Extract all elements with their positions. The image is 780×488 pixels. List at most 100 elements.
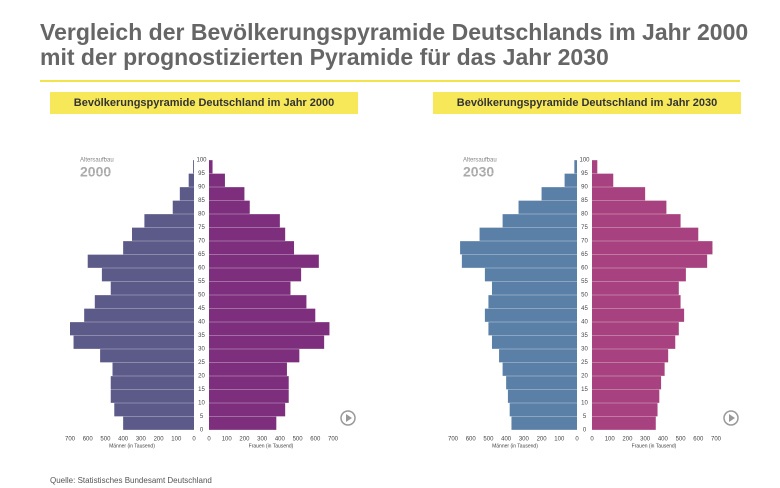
bar-male [123,241,194,255]
y-tick-label: 80 [198,212,205,218]
y-tick-label: 5 [200,414,204,420]
x-tick-label: 300 [257,437,268,443]
label: Altersaufbau [463,158,497,164]
bar-female [209,322,330,336]
x-tick-label: 400 [118,437,129,443]
bar-female [209,241,295,255]
x-tick-label: 600 [310,437,321,443]
bar-female [209,349,300,363]
bar-female [209,227,286,241]
x-axis-label: Frauen (in Tausend) [249,443,294,449]
bar-female [592,187,646,201]
x-tick-label: 600 [693,437,704,443]
bar-male [491,281,577,295]
bar-female [592,308,685,322]
play-icon [729,414,735,422]
y-tick-label: 10 [198,401,205,407]
y-tick-label: 25 [581,360,588,366]
bar-male [574,160,577,174]
y-tick-label: 60 [198,266,205,272]
bar-male [488,295,577,309]
y-tick-label: 85 [198,198,205,204]
bar-female [592,160,598,174]
y-tick-label: 0 [200,428,204,434]
y-tick-label: 20 [581,374,588,380]
source: Quelle: Statistisches Bundesamt Deutschl… [50,476,212,485]
y-tick-label: 35 [581,333,588,339]
y-tick-label: 70 [581,239,588,245]
x-tick-label: 100 [605,437,616,443]
bar-male [507,389,577,403]
y-tick-label: 70 [198,239,205,245]
x-tick-label: 500 [676,437,687,443]
bar-female [209,187,245,201]
y-tick-label: 50 [581,293,588,299]
play-icon [346,414,352,422]
bar-male [84,308,194,322]
bar-male [110,376,194,390]
bar-female [209,416,277,430]
bar-male [461,254,577,268]
bar-male [502,214,577,228]
label: Altersaufbau [80,158,114,164]
bar-male [484,308,577,322]
bar-male [132,227,194,241]
bar-male [491,335,577,349]
chart-title: Bevölkerungspyramide Deutschland im Jahr… [74,97,334,109]
bar-male [123,416,194,430]
y-tick-label: 50 [198,293,205,299]
bar-female [592,268,686,282]
y-tick-label: 80 [581,212,588,218]
x-tick-label: 100 [222,437,233,443]
bar-female [592,254,708,268]
bar-male [511,416,577,430]
bar-female [209,254,319,268]
bar-female [592,200,667,214]
bar-male [193,160,194,174]
bar-female [592,335,676,349]
bar-male [70,322,194,336]
bar-male [460,241,577,255]
y-tick-label: 45 [581,306,588,312]
chart-title: Bevölkerungspyramide Deutschland im Jahr… [457,97,717,109]
y-tick-label: 75 [198,225,205,231]
y-tick-label: 55 [198,279,205,285]
y-tick-label: 35 [198,333,205,339]
bar-male [110,281,194,295]
x-tick-label: 700 [711,437,722,443]
x-axis-label: Frauen (in Tausend) [632,443,677,449]
y-tick-label: 25 [198,360,205,366]
bar-male [94,295,194,309]
bar-female [592,389,660,403]
x-axis-label: Männer (in Tausend) [492,443,538,449]
x-tick-label: 100 [554,437,565,443]
bar-male [564,173,577,187]
x-tick-label: 600 [466,437,477,443]
y-tick-label: 20 [198,374,205,380]
bar-female [592,295,681,309]
bar-female [209,200,250,214]
bar-male [506,376,577,390]
x-tick-label: 0 [192,437,196,443]
y-tick-label: 100 [196,158,207,164]
y-tick-label: 15 [198,387,205,393]
bar-male [110,389,194,403]
y-tick-label: 90 [581,185,588,191]
y-tick-label: 95 [198,171,205,177]
y-tick-label: 55 [581,279,588,285]
x-tick-label: 300 [640,437,651,443]
bar-male [518,200,577,214]
y-tick-label: 90 [198,185,205,191]
bar-female [592,214,681,228]
play-button [723,410,739,426]
x-tick-label: 700 [328,437,339,443]
bar-male [509,403,577,417]
year: 2030 [463,164,494,180]
y-tick-label: 30 [581,347,588,353]
x-tick-label: 100 [171,437,182,443]
bar-female [592,416,656,430]
y-tick-label: 30 [198,347,205,353]
x-tick-label: 0 [590,437,594,443]
bar-male [100,349,194,363]
